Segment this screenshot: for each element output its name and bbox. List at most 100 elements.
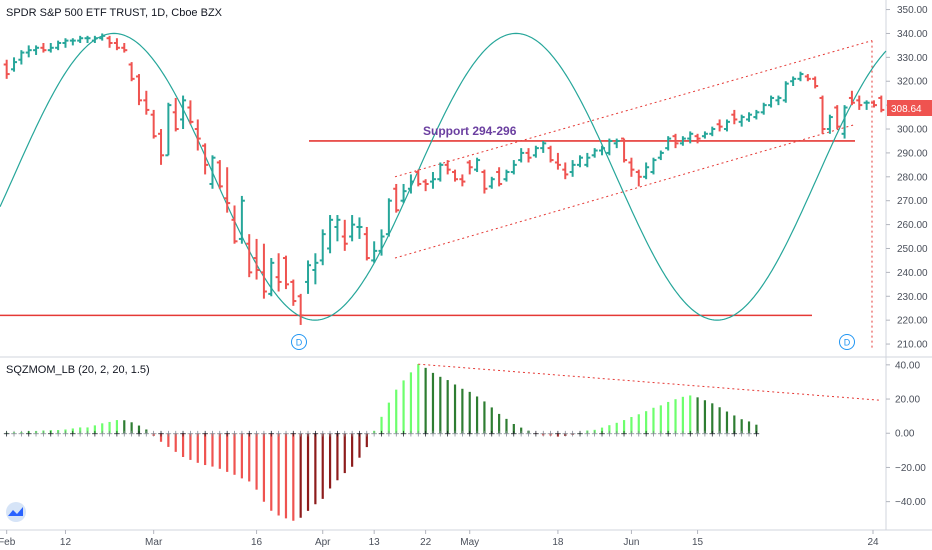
last-price-label: 308.64 (887, 100, 932, 116)
squeeze-dot: + (437, 430, 445, 440)
dividend-badge[interactable]: D (839, 334, 855, 350)
ohlc-bar (106, 35, 113, 48)
ohlc-bars (3, 33, 885, 325)
squeeze-dot: + (422, 430, 430, 440)
squeeze-dot: + (510, 430, 518, 440)
ohlc-bar (841, 105, 848, 139)
squeeze-dot: + (106, 430, 114, 440)
ohlc-bar (158, 129, 165, 165)
ohlc-bar (385, 198, 392, 237)
squeeze-dot: + (429, 430, 437, 440)
squeeze-dot: + (253, 430, 261, 440)
ohlc-bar (723, 119, 730, 132)
squeeze-dot: + (260, 430, 268, 440)
ohlc-bar (246, 234, 253, 278)
price-tick-label: 260.00 (897, 220, 928, 231)
squeeze-dot: + (282, 430, 290, 440)
squeeze-dot: + (664, 430, 672, 440)
squeeze-dot: + (672, 430, 680, 440)
ohlc-bar (856, 95, 863, 110)
squeeze-dot: + (407, 430, 415, 440)
ohlc-bar (312, 253, 319, 285)
squeeze-dot: + (701, 430, 709, 440)
ohlc-bar (532, 145, 539, 158)
ohlc-bar (62, 38, 69, 48)
squeeze-dot: + (121, 430, 129, 440)
ohlc-bar (407, 174, 414, 194)
squeeze-dot: + (620, 430, 628, 440)
ohlc-bar (804, 74, 811, 82)
squeeze-dot: + (716, 430, 724, 440)
time-tick-label: 13 (369, 537, 381, 548)
ohlc-bar (275, 253, 282, 292)
ohlc-bar (738, 114, 745, 127)
ohlc-bar (694, 133, 701, 144)
squeeze-dot: + (679, 430, 687, 440)
ohlc-bar (128, 62, 135, 82)
ohlc-bar (135, 74, 142, 106)
squeeze-dot: + (290, 430, 298, 440)
ohlc-bar (834, 105, 841, 130)
squeeze-dot: + (84, 430, 92, 440)
squeeze-dot: + (503, 430, 511, 440)
ohlc-bar (202, 143, 209, 175)
time-tick-label: 12 (60, 537, 72, 548)
ohlc-bar (679, 136, 686, 146)
dividend-badge[interactable]: D (291, 334, 307, 350)
ohlc-bar (327, 215, 334, 254)
squeeze-dot: + (738, 430, 746, 440)
time-tick-label: Jun (623, 537, 639, 548)
ohlc-bar (422, 179, 429, 192)
ohlc-bar (371, 241, 378, 263)
ohlc-bar (643, 162, 650, 180)
squeeze-dot: + (62, 430, 70, 440)
squeeze-dot: + (444, 430, 452, 440)
ohlc-bar (121, 43, 128, 53)
tradingview-logo[interactable] (6, 502, 26, 522)
price-tick-label: 270.00 (897, 196, 928, 207)
ohlc-bar (3, 59, 10, 79)
time-tick-label: Mar (145, 537, 163, 548)
squeeze-dot: + (150, 430, 158, 440)
ohlc-bar (47, 43, 54, 53)
ohlc-bar (341, 219, 348, 251)
squeeze-dot: + (223, 430, 231, 440)
time-tick-label: Feb (0, 537, 16, 548)
squeeze-dot: + (268, 430, 276, 440)
ohlc-bar (540, 140, 547, 153)
price-tick-label: 350.00 (897, 5, 928, 16)
ohlc-bar (665, 136, 672, 151)
squeeze-dot: + (201, 430, 209, 440)
channel-lower-line (394, 123, 857, 259)
ohlc-bar (599, 145, 606, 156)
ohlc-bar (848, 90, 855, 106)
ohlc-bar (91, 35, 98, 44)
ohlc-bar (466, 160, 473, 175)
osc-tick-label: 40.00 (895, 360, 920, 371)
squeeze-dot: + (113, 430, 121, 440)
svg-text:D: D (296, 338, 303, 348)
squeeze-dot: + (69, 430, 77, 440)
ohlc-bar (297, 293, 304, 325)
ohlc-bar (231, 205, 238, 244)
squeeze-dot: + (392, 430, 400, 440)
osc-tick-label: −40.00 (895, 497, 926, 508)
ohlc-bar (576, 155, 583, 168)
ohlc-bar (709, 126, 716, 137)
ohlc-bar (687, 131, 694, 144)
ohlc-bar (224, 167, 231, 213)
ohlc-bar (216, 160, 223, 189)
ohlc-bar (650, 157, 657, 175)
squeeze-dot: + (76, 430, 84, 440)
squeeze-dot: + (165, 430, 173, 440)
squeeze-dot: + (628, 430, 636, 440)
squeeze-dot: + (613, 430, 621, 440)
ohlc-bar (40, 43, 47, 53)
ohlc-bar (290, 279, 297, 306)
ohlc-bar (672, 133, 679, 149)
drawing-overlays (0, 32, 887, 349)
ohlc-bar (459, 174, 466, 187)
ohlc-bar (437, 162, 444, 182)
squeeze-dot: + (400, 430, 408, 440)
ohlc-bar (172, 97, 179, 132)
